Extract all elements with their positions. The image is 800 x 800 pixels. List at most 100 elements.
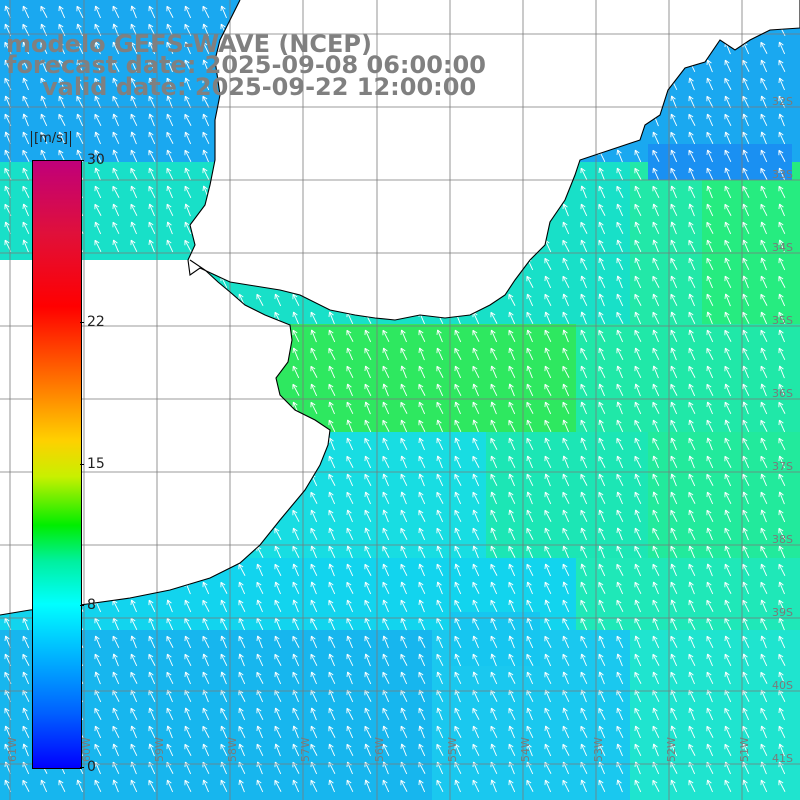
- wind-arrow: [706, 275, 713, 289]
- wind-arrow: [310, 581, 317, 595]
- wind-arrow: [598, 599, 606, 613]
- wind-arrow: [778, 77, 785, 91]
- wind-arrow: [166, 167, 174, 180]
- wind-arrow: [634, 599, 641, 613]
- wind-arrow: [436, 599, 444, 613]
- wind-arrow: [634, 239, 642, 253]
- wind-arrow: [490, 707, 498, 721]
- wind-arrow: [724, 725, 732, 739]
- wind-arrow: [472, 365, 480, 378]
- wind-arrow: [580, 419, 588, 433]
- wind-arrow: [112, 77, 120, 91]
- wind-arrow: [400, 347, 408, 361]
- wind-arrow: [22, 221, 30, 235]
- wind-arrow: [130, 779, 138, 793]
- wind-arrow: [490, 419, 498, 433]
- wind-arrow: [562, 725, 570, 739]
- land-uruguay: [0, 0, 800, 320]
- wind-arrow: [652, 581, 659, 595]
- wind-arrow: [544, 329, 552, 343]
- wind-arrow: [724, 185, 732, 199]
- wind-arrow: [544, 527, 552, 541]
- wind-arrow: [166, 203, 174, 217]
- wind-arrow: [688, 149, 696, 162]
- wind-arrow: [580, 239, 588, 253]
- wind-arrow: [688, 617, 696, 630]
- wind-arrow: [760, 347, 767, 361]
- wind-arrow: [346, 365, 354, 378]
- colorbar-tick-mark: [80, 767, 84, 768]
- wind-arrow: [292, 545, 300, 558]
- wind-arrow: [778, 581, 785, 595]
- wind-arrow: [778, 59, 786, 72]
- wind-arrow: [436, 779, 444, 792]
- wind-arrow: [346, 581, 354, 594]
- wind-arrow: [742, 59, 750, 72]
- wind-arrow: [22, 113, 29, 127]
- wind-arrow: [634, 203, 642, 216]
- wind-arrow: [418, 617, 426, 631]
- wind-arrow: [418, 599, 425, 613]
- wind-arrow: [40, 77, 48, 91]
- wind-arrow: [292, 509, 300, 522]
- wind-arrow: [670, 545, 678, 558]
- wind-arrow: [328, 725, 336, 738]
- wind-arrow: [706, 239, 714, 253]
- wind-arrow: [184, 59, 192, 73]
- wind-arrow: [220, 581, 228, 594]
- wind-arrow: [670, 743, 678, 757]
- wind-arrow: [148, 59, 156, 72]
- wind-arrow: [742, 239, 749, 253]
- wind-arrow: [346, 455, 354, 468]
- wind-arrow: [166, 41, 174, 54]
- wind-arrow: [202, 131, 210, 144]
- wind-arrow: [760, 779, 768, 793]
- wind-arrow: [166, 599, 173, 613]
- wind-arrow: [688, 293, 695, 307]
- wind-arrow: [22, 131, 30, 145]
- wind-arrow: [382, 455, 390, 468]
- wind-arrow: [202, 113, 210, 127]
- wind-arrow: [94, 95, 102, 109]
- wind-arrow: [760, 41, 768, 54]
- wind-arrow: [616, 419, 624, 433]
- wind-arrow: [58, 59, 66, 73]
- wind-arrow: [130, 599, 137, 613]
- wind-arrow: [598, 725, 606, 739]
- wind-arrow: [598, 545, 605, 559]
- wind-arrow: [148, 131, 156, 145]
- wind-arrow: [418, 779, 426, 793]
- wind-arrow: [112, 635, 120, 649]
- wind-arrow: [256, 653, 264, 667]
- wind-arrow: [670, 257, 678, 270]
- wind-arrow: [598, 473, 606, 487]
- wind-arrow: [724, 203, 732, 216]
- wind-arrow: [436, 437, 444, 451]
- wind-arrow: [400, 509, 408, 523]
- wind-arrow: [130, 239, 138, 253]
- wind-arrow: [688, 401, 696, 414]
- wind-arrow: [724, 401, 732, 415]
- wind-arrow: [706, 437, 713, 451]
- wind-arrow: [274, 743, 281, 757]
- wind-arrow: [490, 311, 498, 324]
- wind-arrow: [634, 707, 642, 720]
- wind-arrow: [742, 725, 750, 738]
- wind-arrow: [418, 383, 426, 396]
- wind-arrow: [472, 707, 480, 720]
- wind-arrow: [436, 329, 443, 343]
- wind-arrow: [418, 725, 425, 739]
- wind-arrow: [634, 635, 641, 649]
- wind-arrow: [346, 635, 353, 649]
- wind-arrow: [580, 383, 588, 396]
- wind-arrow: [22, 77, 29, 91]
- wind-arrow: [112, 203, 120, 217]
- wind-arrow: [328, 419, 336, 433]
- wind-arrow: [184, 77, 191, 91]
- wind-arrow: [202, 95, 210, 108]
- wind-arrow: [292, 581, 300, 595]
- wind-arrow: [706, 329, 714, 343]
- wind-arrow: [184, 95, 192, 109]
- wind-arrow: [364, 491, 371, 505]
